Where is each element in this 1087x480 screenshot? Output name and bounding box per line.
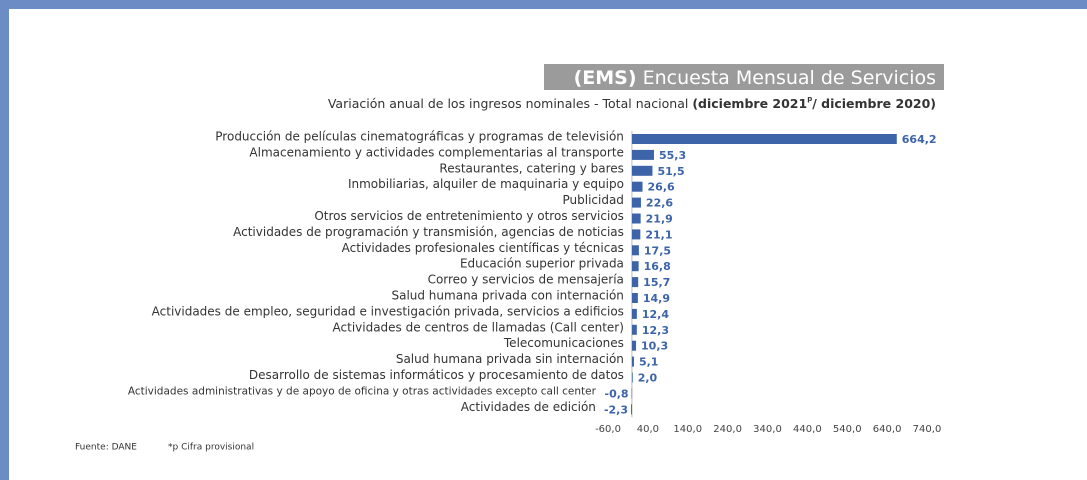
- x-tick-label: 240,0: [713, 424, 742, 435]
- category-label: Producción de películas cinematográficas…: [215, 130, 624, 144]
- value-label: 2,0: [638, 372, 658, 385]
- value-label: 55,3: [659, 149, 686, 162]
- category-label: Desarrollo de sistemas informáticos y pr…: [249, 368, 624, 382]
- value-label: 51,5: [657, 165, 684, 178]
- bar: [631, 245, 639, 256]
- value-label: -2,3: [604, 403, 628, 416]
- value-label: 22,6: [646, 197, 673, 210]
- bar: [631, 324, 637, 335]
- period-start: (diciembre 2021: [692, 96, 807, 111]
- title-main: Encuesta Mensual de Servicios: [643, 67, 936, 89]
- bar: [631, 134, 897, 144]
- category-label: Almacenamiento y actividades complementa…: [249, 145, 624, 159]
- bar: [631, 293, 638, 303]
- subtitle-main: Variación anual de los ingresos nominale…: [328, 96, 688, 111]
- x-tick-label: -60,0: [595, 424, 621, 435]
- bar: [631, 277, 639, 288]
- bar: [631, 340, 637, 351]
- category-label: Publicidad: [562, 193, 623, 207]
- value-label: 10,3: [641, 340, 668, 353]
- x-tick-label: 740,0: [913, 424, 942, 435]
- bar: [631, 213, 641, 224]
- category-label: Actividades de edición: [461, 400, 596, 414]
- x-tick-label: 40,0: [637, 424, 659, 435]
- frame-top: [0, 0, 1087, 9]
- x-tick-label: 540,0: [833, 424, 862, 435]
- value-label: 16,8: [644, 260, 671, 273]
- value-label: -0,8: [605, 387, 629, 400]
- category-label: Actividades profesionales científicas y …: [342, 241, 624, 255]
- chart-title: (EMS) Encuesta Mensual de Servicios: [574, 67, 936, 89]
- value-label: 21,9: [646, 213, 673, 226]
- category-label: Actividades de empleo, seguridad e inves…: [152, 304, 624, 318]
- value-label: 26,6: [648, 181, 675, 194]
- frame-left: [0, 0, 9, 480]
- value-label: 21,1: [645, 228, 672, 241]
- x-tick-label: 640,0: [873, 424, 902, 435]
- category-label: Correo y servicios de mensajería: [428, 273, 624, 287]
- x-tick-label: 340,0: [753, 424, 782, 435]
- value-label: 12,4: [642, 308, 669, 321]
- bar: [631, 261, 639, 272]
- category-label: Otros servicios de entretenimiento y otr…: [314, 209, 624, 223]
- source: Fuente: DANE: [75, 443, 137, 453]
- bar: [631, 149, 654, 160]
- x-tick-label: 440,0: [793, 424, 822, 435]
- bar: [631, 404, 632, 415]
- category-label: Salud humana privada sin internación: [396, 352, 624, 366]
- bar: [631, 197, 641, 208]
- category-label: Inmobiliarias, alquiler de maquinaria y …: [348, 177, 624, 191]
- bar: [631, 356, 634, 367]
- category-label: Actividades de centros de llamadas (Call…: [333, 320, 624, 334]
- category-label: Salud humana privada con internación: [391, 289, 623, 303]
- bar: [631, 165, 653, 176]
- period-mark: p: [807, 95, 812, 103]
- category-label: Educación superior privada: [460, 257, 624, 271]
- title-box: [544, 64, 944, 90]
- period-end: / diciembre 2020): [812, 96, 936, 111]
- bar: [631, 308, 637, 319]
- bar: [631, 388, 633, 399]
- value-label: 664,2: [902, 133, 937, 146]
- category-label: Actividades de programación y transmisió…: [233, 225, 624, 239]
- category-label: Actividades administrativas y de apoyo d…: [128, 385, 597, 397]
- bar: [631, 229, 641, 240]
- category-label: Restaurantes, catering y bares: [439, 161, 624, 175]
- category-label: Telecomunicaciones: [503, 336, 624, 350]
- value-label: 5,1: [639, 356, 659, 369]
- title-prefix: (EMS): [574, 67, 637, 89]
- value-label: 15,7: [643, 276, 670, 289]
- subtitle: Variación anual de los ingresos nominale…: [328, 95, 936, 111]
- value-label: 14,9: [643, 292, 670, 305]
- note: *p Cifra provisional: [168, 443, 254, 453]
- x-tick-label: 140,0: [673, 424, 702, 435]
- value-label: 17,5: [644, 244, 671, 257]
- bar: [631, 181, 643, 192]
- value-label: 12,3: [642, 324, 669, 337]
- bar: [631, 372, 633, 383]
